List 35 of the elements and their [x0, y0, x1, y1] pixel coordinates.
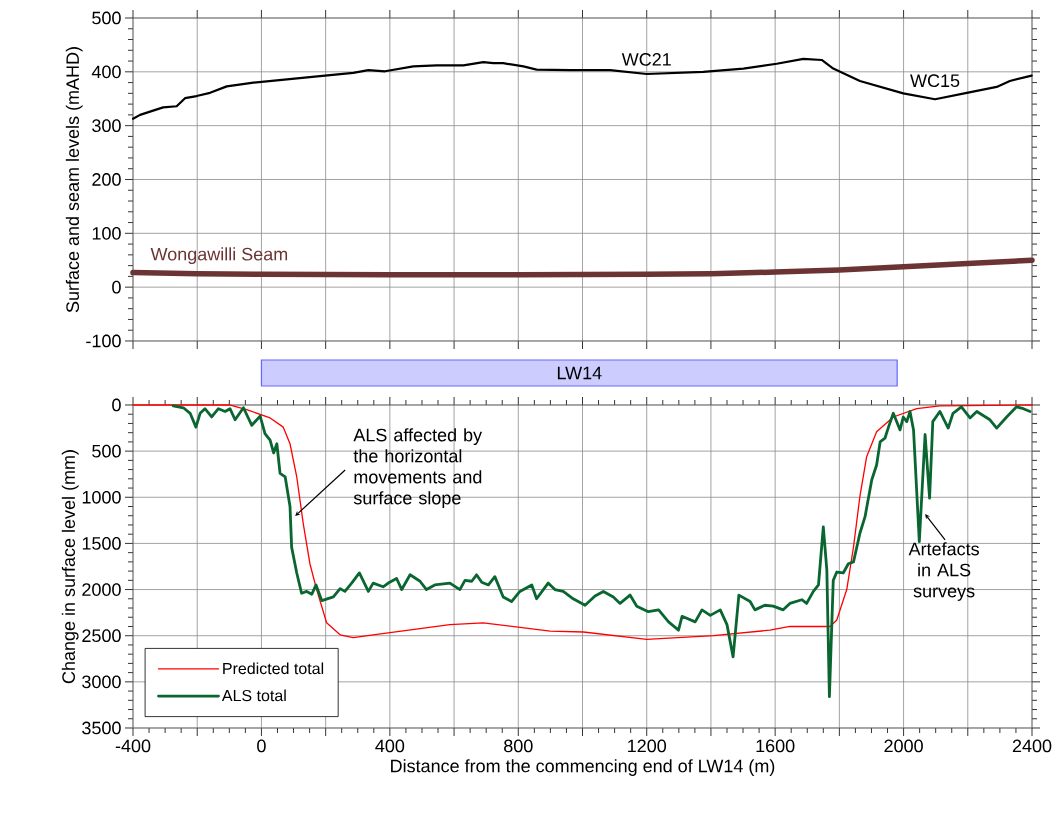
x-tick-label: 1600 — [756, 739, 795, 753]
y-tick-label: 400 — [91, 65, 121, 79]
y-axis-title: Surface and seam levels (mAHD) — [65, 47, 83, 313]
annotation: WC15 — [910, 74, 960, 88]
y-tick-label: 0 — [112, 280, 121, 294]
x-tick-label: 400 — [375, 739, 405, 753]
y-tick-label: 100 — [92, 226, 121, 240]
y-axis-title: Change in surface level (mm) — [61, 450, 79, 684]
y-tick-label: 300 — [92, 119, 121, 133]
x-tick-label: 2400 — [1012, 739, 1052, 753]
y-tick-label: 3000 — [82, 675, 121, 689]
series-label: Wongawilli Seam — [150, 247, 288, 265]
legend-label: ALS total — [221, 689, 286, 702]
x-tick-label: 800 — [504, 739, 533, 753]
y-tick-label: 2000 — [82, 583, 121, 596]
annotation: ALS affected by the horizontal movements and surface slope — [353, 428, 483, 508]
y-tick-label: 500 — [92, 11, 121, 25]
y-tick-label: 0 — [112, 398, 121, 412]
y-tick-label: 500 — [92, 444, 121, 458]
legend-label: Predicted total — [223, 662, 324, 675]
y-tick-label: 3500 — [82, 721, 121, 735]
line-series — [132, 404, 1033, 641]
y-tick-label: 2500 — [82, 629, 121, 643]
y-tick-label: 1000 — [82, 490, 121, 504]
annotation: Artefacts in ALS surveys — [908, 542, 979, 601]
x-tick-label: 0 — [257, 739, 266, 753]
annotation: WC21 — [621, 53, 671, 66]
x-axis-title: Distance from the commencing end of LW14 (m) — [391, 759, 775, 776]
y-tick-label: 200 — [92, 173, 121, 186]
y-tick-label: 1500 — [82, 537, 121, 550]
category-label: LW14 — [557, 366, 602, 380]
x-tick-label: -400 — [115, 739, 151, 753]
x-tick-label: 2000 — [884, 739, 923, 753]
x-tick-label: 1200 — [628, 739, 667, 753]
y-tick-label: -100 — [86, 334, 121, 348]
